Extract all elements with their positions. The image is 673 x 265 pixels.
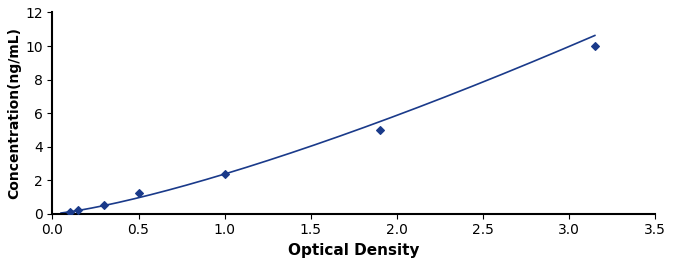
Y-axis label: Concentration(ng/mL): Concentration(ng/mL) [7, 27, 21, 199]
X-axis label: Optical Density: Optical Density [288, 243, 419, 258]
